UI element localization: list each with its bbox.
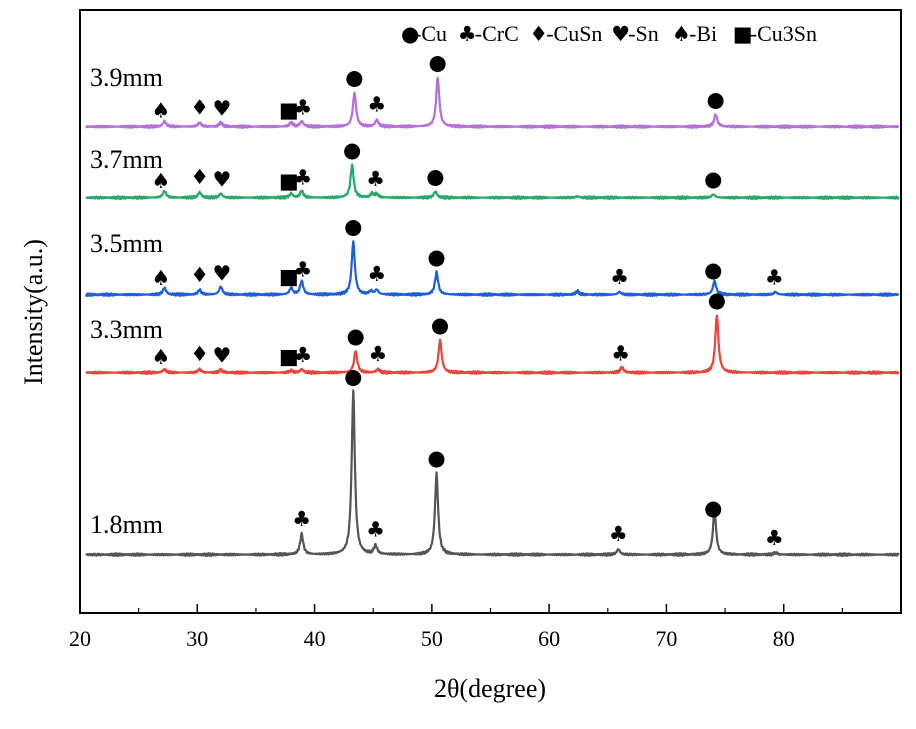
series-line-3-9mm <box>85 76 900 130</box>
series-label: 1.8mm <box>90 510 163 539</box>
peak-marker-circle: ● <box>346 324 364 348</box>
peak-marker-spade: ♠ <box>152 345 171 369</box>
legend-symbol-spade: ♠ <box>672 22 691 46</box>
series-label: 3.7mm <box>90 145 163 174</box>
peak-marker-circle: ● <box>345 66 363 90</box>
x-tick-label: 60 <box>538 626 560 651</box>
x-tick-label: 30 <box>186 626 208 651</box>
peak-marker-circle: ● <box>344 214 362 238</box>
peak-marker-square: ■ <box>279 265 299 289</box>
legend-symbol-square: ■ <box>733 22 753 46</box>
peak-marker-circle: ● <box>427 245 445 269</box>
peak-marker-spade: ♠ <box>152 98 171 122</box>
legend-symbol-diamond: ♦ <box>529 22 548 46</box>
series-line-3-7mm <box>85 163 900 201</box>
legend-symbol-circle: ● <box>401 22 419 46</box>
legend-label: -Sn <box>628 21 659 46</box>
legend-label: -Cu <box>414 21 447 46</box>
x-tick-label: 20 <box>69 626 91 651</box>
peak-marker-square: ■ <box>279 169 299 193</box>
peak-marker-heart: ♥ <box>213 97 232 121</box>
peak-marker-club: ♣ <box>293 166 312 190</box>
series-line-1-8mm <box>85 389 900 558</box>
peak-marker-spade: ♠ <box>152 266 171 290</box>
legend-symbol-heart: ♥ <box>611 22 630 46</box>
peak-marker-circle: ● <box>344 364 362 388</box>
x-tick-label: 80 <box>773 626 795 651</box>
peak-marker-spade: ♠ <box>152 169 171 193</box>
peak-marker-club: ♣ <box>293 343 312 367</box>
legend-label: -Cu3Sn <box>750 21 817 46</box>
peak-marker-club: ♣ <box>368 342 387 366</box>
peak-marker-circle: ● <box>704 167 722 191</box>
peak-marker-club: ♣ <box>366 167 385 191</box>
peak-marker-circle: ● <box>427 446 445 470</box>
series-label: 3.5mm <box>90 229 163 258</box>
x-axis: 20 30 40 50 60 70 80 <box>69 604 843 651</box>
peak-marker-club: ♣ <box>292 507 311 531</box>
peak-marker-circle: ● <box>704 496 722 520</box>
peak-marker-club: ♣ <box>609 522 628 546</box>
peak-marker-diamond: ♦ <box>190 165 209 189</box>
peak-markers: ♣●♣●♣●♣♠ ♦ ♥ ■♣●♣●♣●♠ ♦ ♥ ■♣●♣●♣ ● ♣♠ ♦ ♥ ■♣●♣ ● ●♠ ♦ ♥… <box>152 51 784 550</box>
legend-label: -CuSn <box>546 21 602 46</box>
x-axis-title: 2θ(degree) <box>434 674 546 703</box>
peak-marker-square: ■ <box>279 345 299 369</box>
x-tick-label: 70 <box>655 626 677 651</box>
peak-marker-club: ♣ <box>765 526 784 550</box>
peak-marker-circle: ● <box>707 87 725 111</box>
series-label: 3.3mm <box>90 315 163 344</box>
peak-marker-club: ♣ <box>611 342 630 366</box>
peak-marker-club: ♣ <box>367 262 386 286</box>
peak-marker-circle: ● <box>429 51 447 75</box>
peak-marker-club: ♣ <box>293 258 312 282</box>
y-axis-title: Intensity(a.u.) <box>19 239 48 385</box>
peak-marker-club: ♣ <box>765 266 784 290</box>
peak-marker-heart: ♥ <box>213 344 232 368</box>
peak-marker-heart: ♥ <box>213 168 232 192</box>
legend-label: -Bi <box>689 21 717 46</box>
peak-marker-circle: ● <box>343 138 361 162</box>
series-group: 1.8mm 3.3mm 3.5mm 3.7mm 3.9mm <box>84 63 900 558</box>
peak-marker-circle: ● <box>708 288 726 312</box>
series-line-3-3mm <box>85 314 900 376</box>
peak-marker-heart: ♥ <box>213 262 232 286</box>
peak-marker-diamond: ♦ <box>190 263 209 287</box>
x-tick-label: 40 <box>304 626 326 651</box>
peak-marker-club: ♣ <box>610 265 629 289</box>
legend-symbol-club: ♣ <box>458 22 477 46</box>
peak-marker-diamond: ♦ <box>190 342 209 366</box>
peak-marker-circle: ● <box>431 313 449 337</box>
legend-label: -CrC <box>475 21 519 46</box>
peak-marker-diamond: ♦ <box>190 96 209 120</box>
peak-marker-club: ♣ <box>293 96 312 120</box>
series-label: 3.9mm <box>90 63 163 92</box>
peak-marker-circle: ● <box>704 258 722 282</box>
peak-marker-club: ♣ <box>366 518 385 542</box>
x-tick-label: 50 <box>421 626 443 651</box>
peak-marker-square: ■ <box>279 98 299 122</box>
peak-marker-club: ♣ <box>367 93 386 117</box>
legend: ●-Cu ♣-CrC ♦-CuSn ♥-Sn ♠-Bi ■-Cu3Sn <box>401 21 817 46</box>
peak-marker-circle: ● <box>426 164 444 188</box>
series-line-3-5mm <box>84 240 900 298</box>
